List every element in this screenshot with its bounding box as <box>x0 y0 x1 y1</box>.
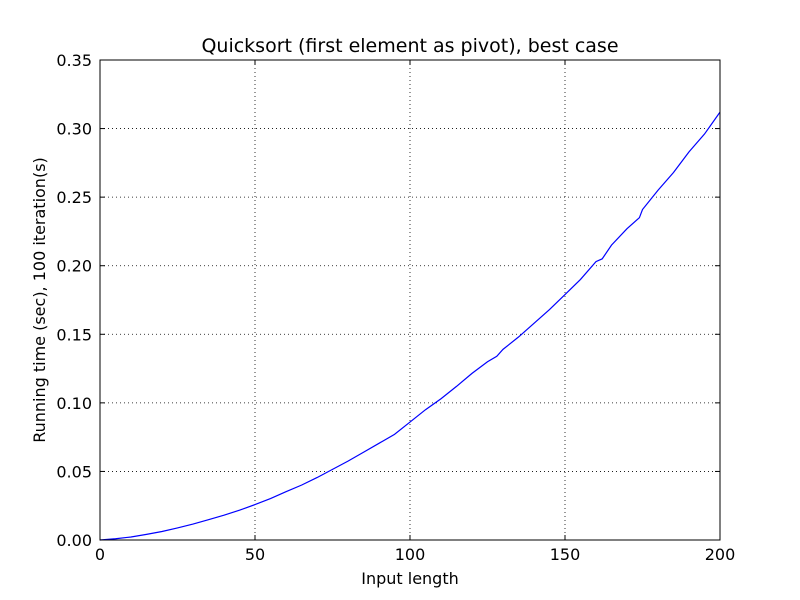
y-tick-label: 0.15 <box>56 325 92 344</box>
y-tick-label: 0.30 <box>56 120 92 139</box>
series-line <box>99 111 721 541</box>
y-tick-label: 0.10 <box>56 394 92 413</box>
grid-lines <box>100 60 720 540</box>
y-tick-label: 0.25 <box>56 188 92 207</box>
y-axis-label: Running time (sec), 100 iteration(s) <box>30 157 49 443</box>
y-tick-label: 0.20 <box>56 257 92 276</box>
axis-ticks: 0 50 100 150 200 0.00 0.05 0.10 0.15 0.20 0.25 0.30… <box>56 51 735 564</box>
x-tick-label: 200 <box>705 545 736 564</box>
x-tick-label: 150 <box>550 545 581 564</box>
x-axis-label: Input length <box>361 569 459 588</box>
y-tick-label: 0.05 <box>56 462 92 481</box>
x-tick-label: 50 <box>245 545 265 564</box>
x-tick-label: 100 <box>395 545 426 564</box>
chart-title: Quicksort (first element as pivot), best… <box>201 35 618 57</box>
x-tick-label: 0 <box>95 545 105 564</box>
y-tick-label: 0.00 <box>56 531 92 550</box>
y-tick-label: 0.35 <box>56 51 92 70</box>
